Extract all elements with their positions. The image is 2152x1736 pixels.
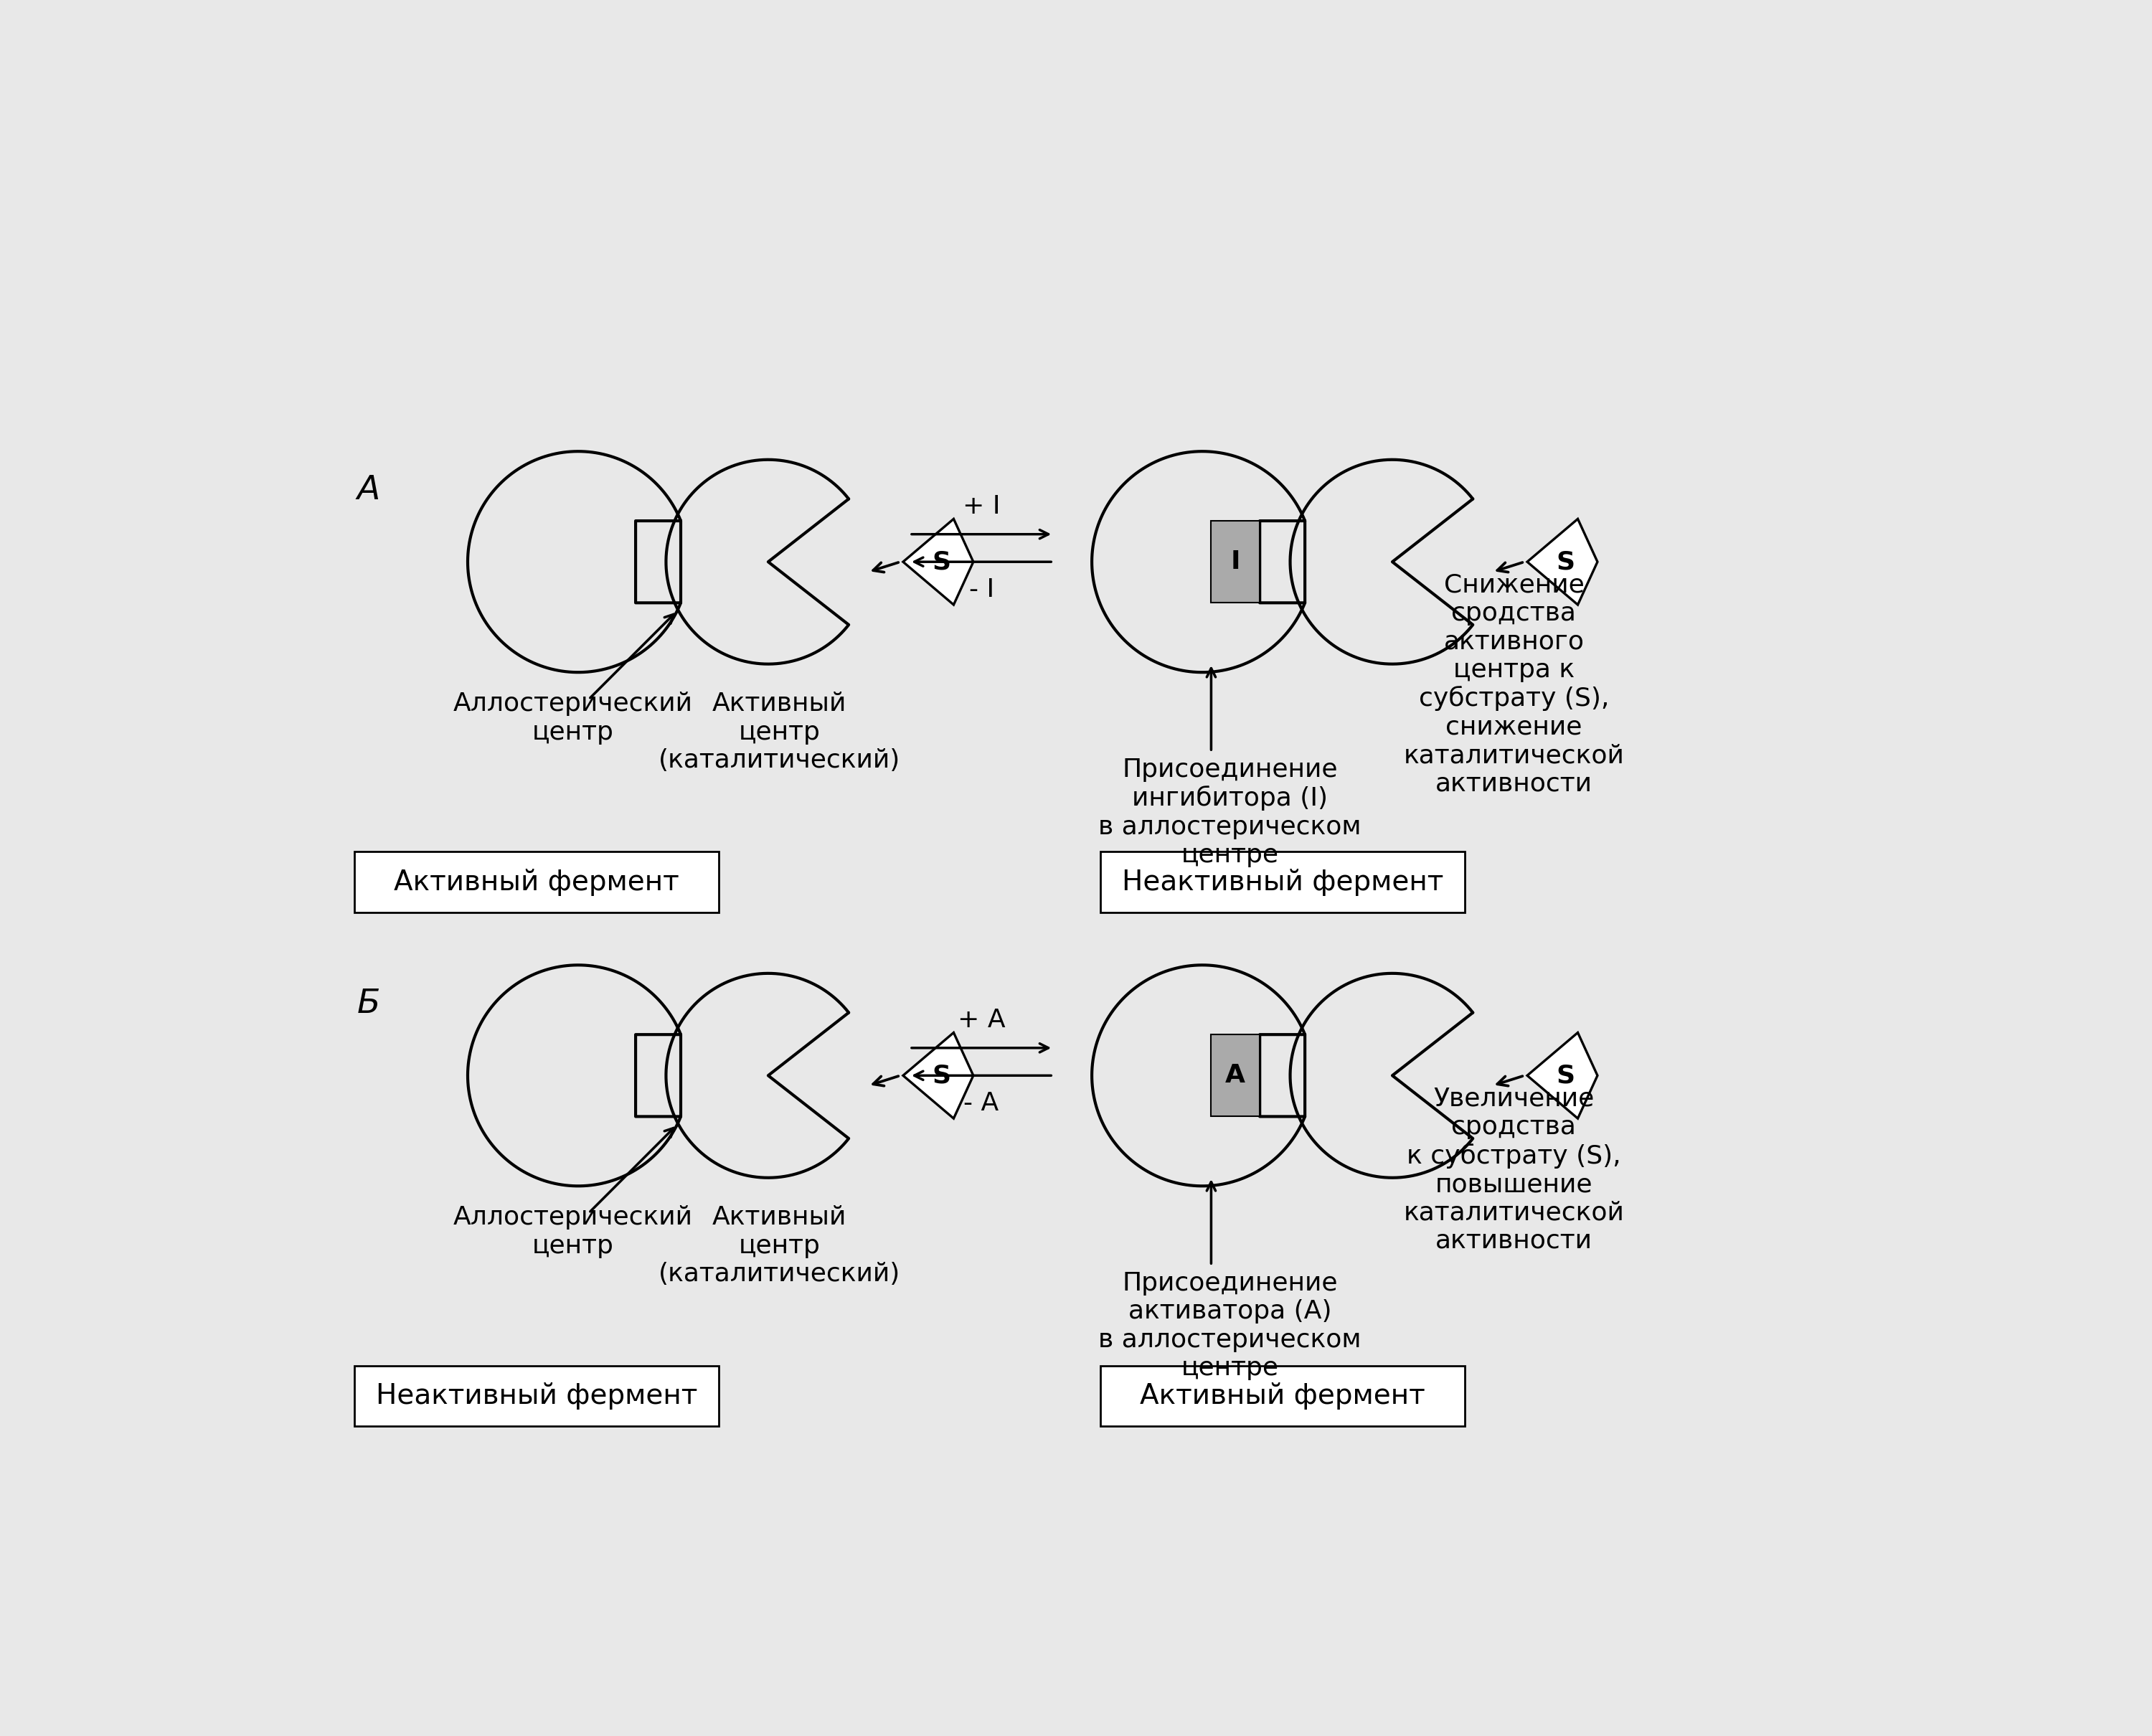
FancyBboxPatch shape (1100, 852, 1466, 913)
Text: Активный
центр
(каталитический): Активный центр (каталитический) (659, 1205, 900, 1286)
Text: Снижение
сродства
активного
центра к
субстрату (S),
снижение
каталитической
акти: Снижение сродства активного центра к суб… (1403, 573, 1625, 797)
Bar (1212, 521, 1259, 602)
Polygon shape (904, 519, 973, 604)
Text: - I: - I (968, 578, 994, 602)
Text: А: А (1224, 1064, 1246, 1088)
FancyBboxPatch shape (355, 852, 719, 913)
Polygon shape (1528, 1033, 1597, 1118)
Text: - A: - A (964, 1090, 999, 1115)
Text: Аллостерический
центр: Аллостерический центр (452, 1205, 693, 1259)
Text: Активный
центр
(каталитический): Активный центр (каталитический) (659, 691, 900, 773)
Text: Активный фермент: Активный фермент (394, 868, 680, 896)
Text: S: S (1556, 550, 1575, 575)
Text: Увеличение
сродства
к субстрату (S),
повышение
каталитической
активности: Увеличение сродства к субстрату (S), пов… (1403, 1087, 1625, 1253)
Text: I: I (1231, 550, 1240, 575)
Polygon shape (904, 1033, 973, 1118)
Text: + A: + A (958, 1009, 1005, 1033)
Text: Аллостерический
центр: Аллостерический центр (452, 691, 693, 745)
Text: Присоединение
ингибитора (I)
в аллостерическом
центре: Присоединение ингибитора (I) в аллостери… (1098, 757, 1362, 868)
Text: Неактивный фермент: Неактивный фермент (377, 1382, 697, 1410)
Polygon shape (1528, 519, 1597, 604)
Text: S: S (932, 550, 951, 575)
FancyBboxPatch shape (1100, 1366, 1466, 1427)
Text: S: S (1556, 1064, 1575, 1088)
Text: + I: + I (962, 495, 1001, 519)
Text: S: S (932, 1064, 951, 1088)
Text: А: А (357, 474, 381, 507)
Text: Присоединение
активатора (А)
в аллостерическом
центре: Присоединение активатора (А) в аллостери… (1098, 1271, 1362, 1380)
Text: Б: Б (357, 988, 381, 1019)
FancyBboxPatch shape (355, 1366, 719, 1427)
Bar (1212, 1035, 1259, 1116)
Text: Неактивный фермент: Неактивный фермент (1121, 868, 1444, 896)
Text: Активный фермент: Активный фермент (1141, 1382, 1425, 1410)
